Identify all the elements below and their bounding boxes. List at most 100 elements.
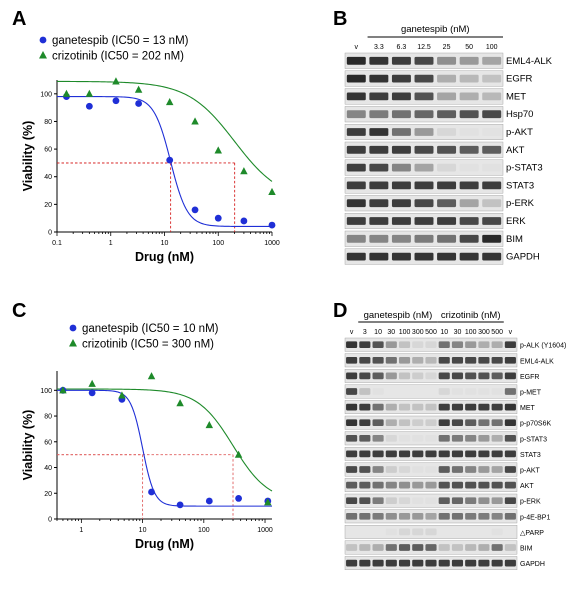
blot-band <box>459 217 479 225</box>
blot-band <box>478 388 490 395</box>
legend-label-ganetespib: ganetespib (IC50 = 13 nM) <box>52 35 189 47</box>
blot-band <box>478 466 490 473</box>
blot-band <box>451 372 464 380</box>
blot-band <box>504 403 516 411</box>
blot-band <box>346 497 358 505</box>
data-point-ganetespib <box>268 221 276 229</box>
blot-band <box>369 145 389 154</box>
data-point-ganetespib <box>112 97 120 105</box>
lane-label: 500 <box>425 329 437 336</box>
blot-band <box>372 419 384 427</box>
blot-band <box>391 110 411 119</box>
y-tick-label: 100 <box>40 388 52 395</box>
blot-band <box>398 559 411 567</box>
blot-band <box>504 512 516 520</box>
blot-band <box>391 234 411 243</box>
blot-band <box>438 481 450 489</box>
blot-band <box>391 145 411 154</box>
legend-marker-ganetespib <box>39 36 47 44</box>
blot-band <box>504 559 516 567</box>
blot-band <box>491 544 503 551</box>
protein-label: p-ERK <box>506 198 535 209</box>
lane-label: 500 <box>491 329 503 336</box>
blot-band <box>425 466 437 473</box>
blot-band <box>372 341 384 349</box>
blot-band <box>346 372 358 380</box>
data-point-ganetespib <box>148 488 155 496</box>
blot-band <box>465 388 477 395</box>
y-tick-label: 80 <box>44 414 52 421</box>
blot-band <box>346 74 366 83</box>
x-tick-label: 0.1 <box>52 240 62 247</box>
blot-band <box>504 466 516 473</box>
data-point-crizotinib <box>112 77 120 85</box>
data-point-ganetespib <box>235 495 242 502</box>
blot-band <box>398 341 411 349</box>
blot-band <box>425 450 437 458</box>
blot-band <box>491 356 503 364</box>
blot-band <box>412 497 424 505</box>
protein-label: AKT <box>520 483 534 490</box>
blot-band <box>437 110 457 119</box>
blot-band <box>412 559 424 567</box>
y-tick-label: 40 <box>44 174 52 181</box>
data-point-crizotinib <box>264 498 272 506</box>
treatment-header: ganetespib (nM) <box>401 24 470 35</box>
blot-band <box>398 356 411 364</box>
blot-band <box>438 544 450 551</box>
blot-band <box>346 481 358 489</box>
data-point-crizotinib <box>234 450 243 458</box>
blot-band <box>359 388 371 395</box>
blot-band <box>369 56 389 65</box>
protein-label: p-STAT3 <box>506 163 543 174</box>
blot-band <box>465 434 477 442</box>
x-tick-label: 10 <box>161 240 169 247</box>
blot-band <box>412 419 424 427</box>
lane-label: 10 <box>374 329 382 336</box>
blot-band <box>478 419 490 427</box>
protein-label: p-AKT <box>506 127 533 138</box>
blot-band <box>451 419 464 427</box>
lane-label: v <box>355 44 359 51</box>
lane-label: 3 <box>363 329 367 336</box>
blot-band <box>385 403 397 411</box>
blot-band <box>425 372 437 380</box>
blot-band <box>391 74 411 83</box>
blot-band <box>491 419 503 427</box>
blot-band <box>491 341 503 349</box>
lane-label: 100 <box>486 44 498 51</box>
blot-band <box>425 528 437 536</box>
blot-band <box>491 450 503 458</box>
legend-label-crizotinib: crizotinib (IC50 = 300 nM) <box>82 339 214 351</box>
blot-band <box>465 356 477 364</box>
blot-band <box>385 372 397 380</box>
blot-band <box>465 559 477 567</box>
blot-band <box>491 434 503 442</box>
blot-band <box>346 559 358 567</box>
treatment-header: crizotinib (nM) <box>441 310 501 321</box>
blot-band <box>414 181 434 190</box>
protein-label: GAPDH <box>506 252 540 263</box>
blot-band <box>459 181 479 190</box>
blot-band <box>346 181 366 190</box>
blot-band <box>465 544 477 551</box>
blot-band <box>372 481 384 489</box>
protein-label: p-ERK <box>520 499 541 506</box>
blot-band <box>504 419 516 427</box>
blot-band <box>482 252 502 261</box>
data-point-crizotinib <box>214 146 222 154</box>
blot-band <box>491 388 503 395</box>
blot-band <box>398 419 411 427</box>
protein-label: AKT <box>506 145 525 156</box>
panel-letter-c: C <box>12 300 27 322</box>
blot-band <box>359 544 371 551</box>
protein-label: STAT3 <box>520 452 541 459</box>
y-tick-label: 0 <box>48 517 52 524</box>
blot-band <box>359 434 371 442</box>
data-point-crizotinib <box>240 167 248 175</box>
blot-band <box>504 544 516 551</box>
y-tick-label: 80 <box>44 119 52 126</box>
x-tick-label: 1 <box>109 240 113 247</box>
data-point-ganetespib <box>176 501 184 509</box>
blot-band <box>412 528 424 536</box>
